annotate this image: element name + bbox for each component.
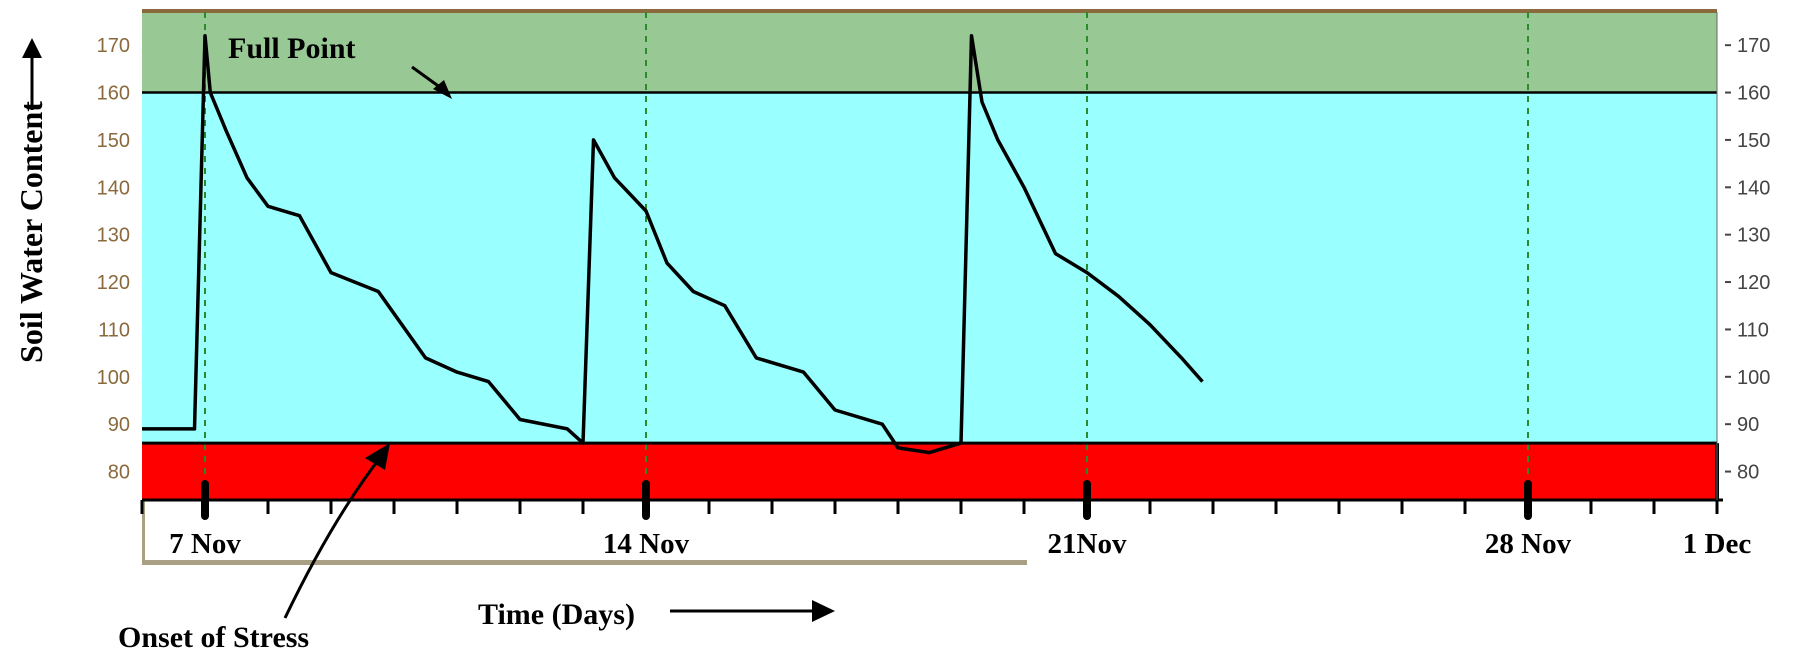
full-point-label: Full Point xyxy=(228,32,356,65)
y-tick-right-8: 160 xyxy=(1737,83,1770,105)
x-axis-label: Time (Days) xyxy=(478,598,635,631)
y-tick-left-2: 100 xyxy=(97,367,130,389)
left-strip xyxy=(142,500,145,565)
y-axis-arrow xyxy=(22,38,42,110)
week-marker-1 xyxy=(642,480,650,520)
x-tick-label-2: 21Nov xyxy=(1048,528,1127,560)
y-tick-right-1: 90 xyxy=(1737,414,1759,436)
week-marker-3 xyxy=(1524,480,1532,520)
y-tick-right-9: 170 xyxy=(1737,35,1770,57)
y-tick-right-2: 100 xyxy=(1737,367,1770,389)
week-marker-0 xyxy=(201,480,209,520)
x-tick-label-4: 1 Dec xyxy=(1683,528,1752,560)
onset-of-stress-arrow xyxy=(283,443,390,619)
x-tick-label-1: 14 Nov xyxy=(603,528,690,560)
y-tick-left-8: 160 xyxy=(97,83,130,105)
y-tick-left-9: 170 xyxy=(97,35,130,57)
date-labels: 7 Nov 14 Nov 21Nov 28 Nov 1 Dec xyxy=(169,528,1751,560)
week-marker-2 xyxy=(1083,480,1091,520)
y-tick-right-0: 80 xyxy=(1737,462,1759,484)
y-tick-right-4: 120 xyxy=(1737,272,1770,294)
bottom-strip xyxy=(142,560,1027,565)
y-tick-left-4: 120 xyxy=(97,272,130,294)
y-tick-right-5: 130 xyxy=(1737,225,1770,247)
full-point-arrow xyxy=(411,65,452,99)
y-axis-left: 80 90 100 110 120 130 140 150 160 170 xyxy=(97,35,130,483)
y-tick-right-3: 110 xyxy=(1737,319,1769,341)
onset-of-stress-label: Onset of Stress xyxy=(118,621,309,654)
y-axis-right: 80 90 100 110 120 130 140 150 160 170 xyxy=(1716,12,1770,500)
y-tick-left-6: 140 xyxy=(97,177,130,199)
top-border xyxy=(142,9,1717,13)
y-tick-left-5: 130 xyxy=(97,225,130,247)
y-tick-right-6: 140 xyxy=(1737,177,1770,199)
band-0 xyxy=(142,12,1717,93)
y-tick-left-7: 150 xyxy=(97,130,130,152)
y-axis-label: Soil Water Content xyxy=(13,101,49,363)
x-tick-label-3: 28 Nov xyxy=(1485,528,1572,560)
x-tick-label-0: 7 Nov xyxy=(169,528,241,560)
band-layer xyxy=(142,9,1717,500)
x-axis xyxy=(140,480,1723,565)
y-tick-left-0: 80 xyxy=(108,462,130,484)
y-tick-left-1: 90 xyxy=(108,414,130,436)
band-1 xyxy=(142,92,1717,444)
x-axis-arrow xyxy=(670,600,835,622)
grid-layer xyxy=(204,12,1529,500)
y-tick-right-7: 150 xyxy=(1737,130,1770,152)
y-tick-left-3: 110 xyxy=(98,319,130,341)
series-line xyxy=(142,33,1204,455)
